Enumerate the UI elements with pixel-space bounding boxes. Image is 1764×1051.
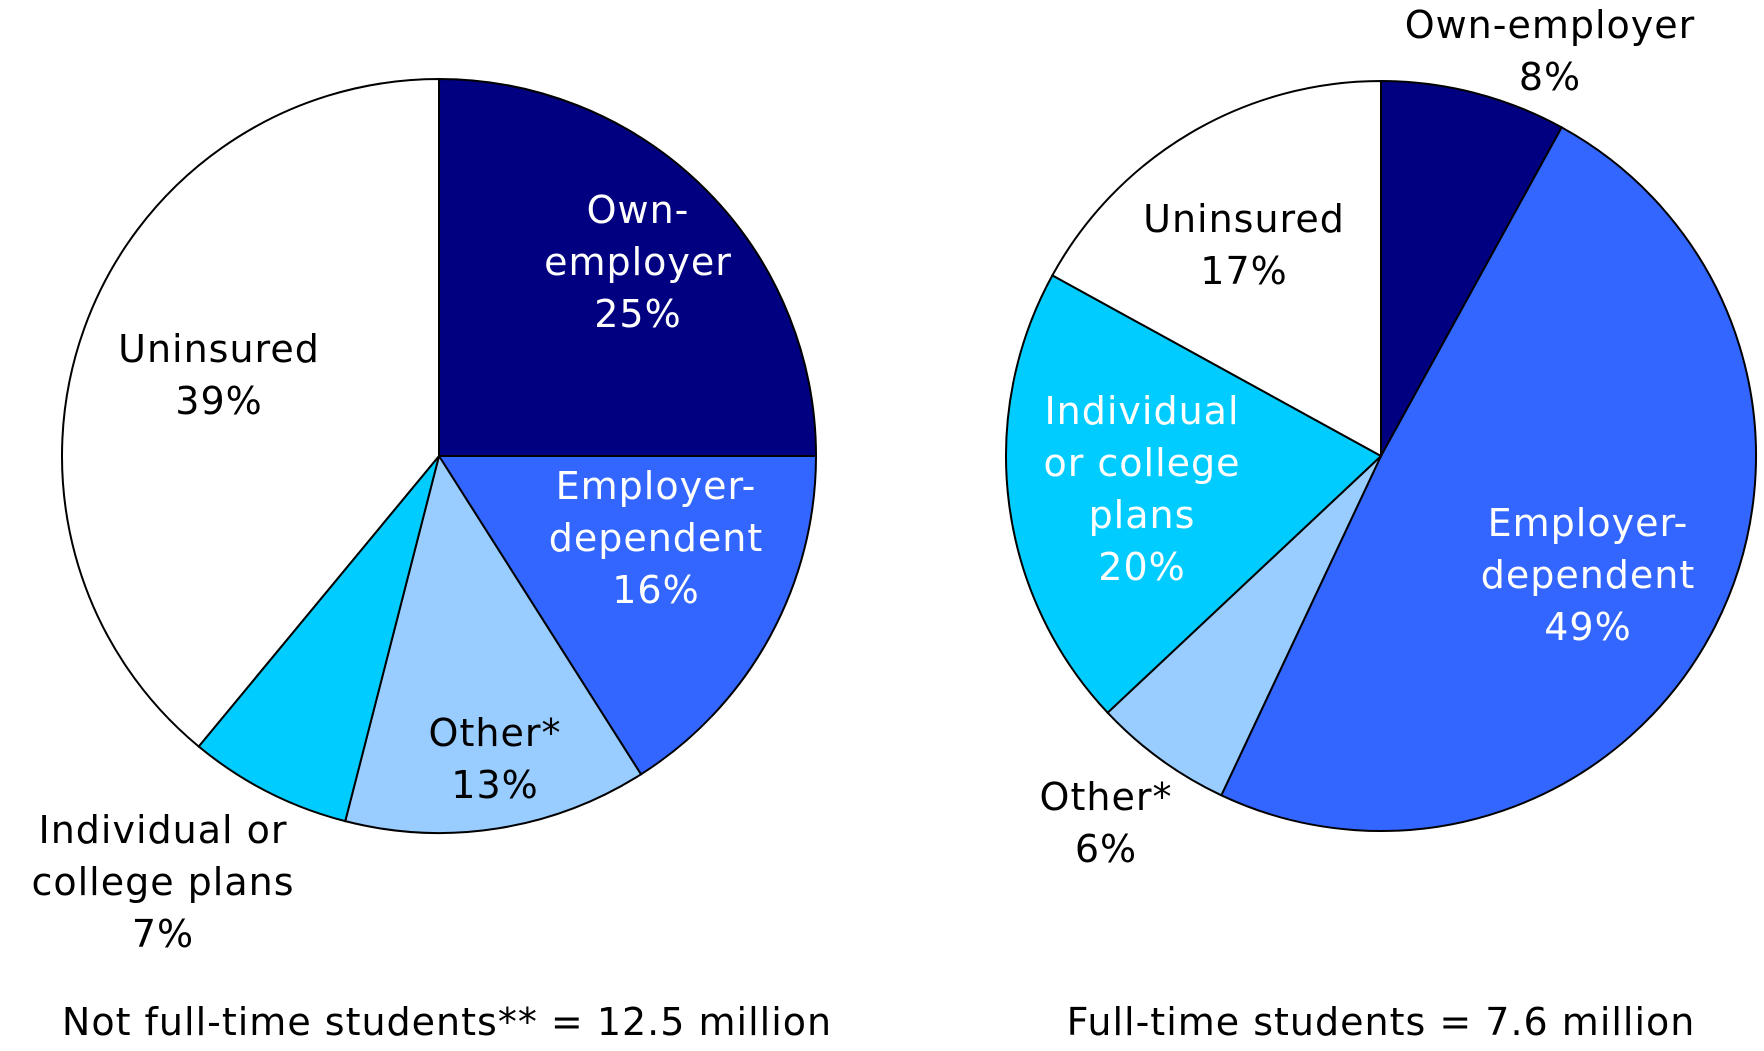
slice-label: Other* 6%	[1040, 771, 1173, 875]
slice-label: Uninsured 17%	[1143, 193, 1345, 297]
slice-label: Own- employer 25%	[544, 184, 732, 340]
pie-slice	[1219, 126, 1758, 832]
slice-category: Own-employer	[1404, 3, 1696, 47]
pie-slice	[1380, 79, 1564, 457]
slice-value: 6%	[1074, 827, 1138, 871]
slice-label: Individual or college plans 7%	[31, 804, 294, 960]
pie-slice	[344, 453, 643, 834]
pie-slice	[1106, 455, 1382, 797]
slice-category: Other*	[1039, 775, 1173, 819]
pie-slice	[1005, 273, 1383, 715]
slice-label: Other* 13%	[429, 707, 562, 811]
slice-label: Own-employer 8%	[1405, 0, 1696, 103]
slice-label: Uninsured 39%	[118, 323, 320, 427]
slice-value: 7%	[131, 912, 195, 956]
pie-slice	[197, 455, 440, 823]
slice-category: Own- employer	[544, 188, 732, 284]
chart-title: Not full-time students** = 12.5 million	[61, 1000, 833, 1044]
chart-title: Full-time students = 7.6 million	[1066, 1000, 1696, 1044]
slice-label: Employer- dependent 16%	[549, 460, 764, 616]
slice-value: 8%	[1518, 55, 1582, 99]
pie-slice	[438, 77, 818, 457]
slice-value: 49%	[1544, 605, 1632, 649]
slice-value: 17%	[1200, 249, 1288, 293]
slice-category: Employer- dependent	[548, 464, 764, 560]
slice-category: Individual or college plans	[1043, 389, 1241, 537]
slice-value: 39%	[175, 379, 263, 423]
slice-category: Uninsured	[1143, 197, 1345, 241]
slice-category: Employer- dependent	[1480, 501, 1696, 597]
pie-slice	[1051, 79, 1382, 458]
slice-value: 16%	[612, 568, 700, 612]
slice-category: Uninsured	[118, 327, 320, 371]
slice-value: 20%	[1098, 545, 1186, 589]
pie-slice	[437, 455, 818, 776]
slice-label: Individual or college plans 20%	[1043, 385, 1240, 593]
slice-value: 25%	[594, 292, 682, 336]
slice-value: 13%	[451, 763, 539, 807]
slice-category: Individual or college plans	[31, 808, 295, 904]
slice-category: Other*	[428, 711, 562, 755]
slice-label: Employer- dependent 49%	[1481, 497, 1696, 653]
pie-slice	[61, 77, 440, 748]
